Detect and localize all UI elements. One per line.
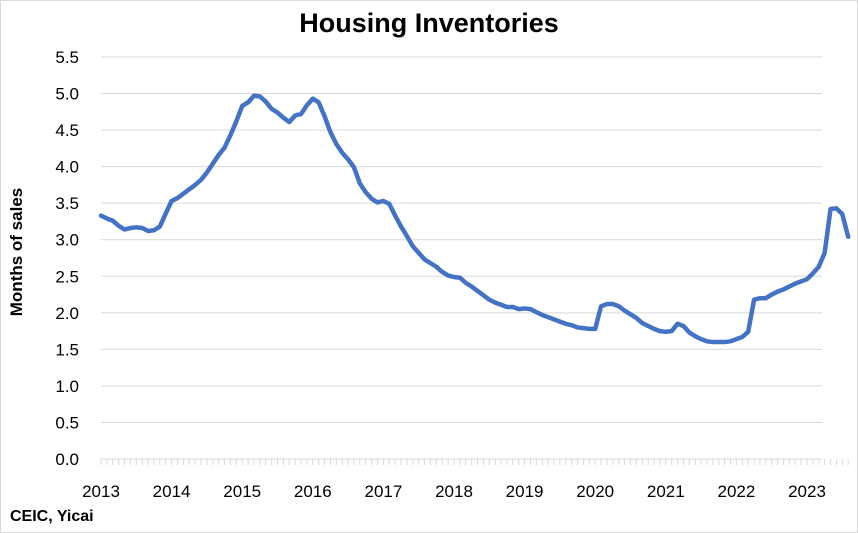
x-tick-labels: 2013 2014 2015 2016 2017 2018 2019 2020 2021 2022… bbox=[82, 482, 826, 501]
y-tick-label: 5.5 bbox=[55, 48, 79, 67]
y-tick-label: 4.5 bbox=[55, 121, 79, 140]
chart-title: Housing Inventories bbox=[299, 8, 559, 38]
x-tick-label: 2023 bbox=[788, 482, 826, 501]
gridlines bbox=[101, 56, 822, 423]
y-tick-label: 3.5 bbox=[55, 194, 79, 213]
y-tick-label: 0.5 bbox=[55, 413, 79, 432]
y-tick-label: 2.5 bbox=[55, 267, 79, 286]
x-tick-label: 2017 bbox=[364, 482, 402, 501]
x-axis bbox=[100, 458, 849, 465]
x-tick-label: 2022 bbox=[717, 482, 755, 501]
x-tick-label: 2015 bbox=[223, 482, 261, 501]
series-line bbox=[98, 93, 851, 345]
y-tick-labels: 0.0 0.5 1.0 1.5 2.0 2.5 3.0 3.5 4.0 4.5 5.0 5.5 bbox=[55, 48, 79, 469]
x-tick-label: 2019 bbox=[506, 482, 544, 501]
y-tick-label: 2.0 bbox=[55, 304, 79, 323]
y-tick-label: 5.0 bbox=[55, 85, 79, 104]
y-tick-label: 4.0 bbox=[55, 158, 79, 177]
y-axis-label: Months of sales bbox=[7, 188, 26, 316]
source-note: CEIC, Yicai bbox=[10, 508, 94, 525]
x-tick-label: 2013 bbox=[82, 482, 120, 501]
y-tick-label: 3.0 bbox=[55, 231, 79, 250]
x-tick-label: 2018 bbox=[435, 482, 473, 501]
y-tick-label: 1.0 bbox=[55, 377, 79, 396]
x-tick-label: 2014 bbox=[153, 482, 191, 501]
x-tick-label: 2021 bbox=[647, 482, 685, 501]
y-tick-label: 0.0 bbox=[55, 450, 79, 469]
x-tick-label: 2016 bbox=[294, 482, 332, 501]
x-tick-label: 2020 bbox=[576, 482, 614, 501]
y-tick-label: 1.5 bbox=[55, 340, 79, 359]
